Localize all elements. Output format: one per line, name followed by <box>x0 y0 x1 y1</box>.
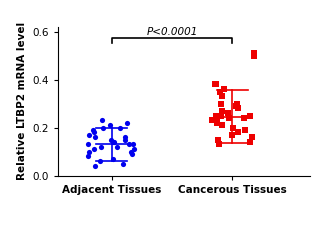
Point <box>219 95 224 98</box>
Point <box>85 143 90 146</box>
Point <box>242 128 247 132</box>
Point <box>215 138 220 141</box>
Point <box>220 109 225 113</box>
Point <box>212 83 218 86</box>
Point <box>110 140 115 144</box>
Point <box>215 116 220 120</box>
Point <box>248 114 253 117</box>
Point <box>124 121 130 125</box>
Point <box>129 150 134 153</box>
Point <box>131 147 136 151</box>
Point <box>236 107 241 110</box>
Text: P<0.0001: P<0.0001 <box>146 27 198 37</box>
Point <box>218 90 223 93</box>
Point <box>86 155 91 158</box>
Point <box>220 123 225 127</box>
Point <box>252 54 257 58</box>
Point <box>112 140 117 144</box>
Point <box>233 104 238 108</box>
Point <box>216 143 221 146</box>
Point <box>241 116 246 120</box>
Point <box>214 121 220 125</box>
Point <box>93 135 98 139</box>
Point <box>122 138 127 141</box>
Point <box>230 126 236 129</box>
Point <box>227 116 232 120</box>
Point <box>100 126 105 129</box>
Point <box>122 135 127 139</box>
Point <box>131 143 136 146</box>
Point <box>92 130 97 134</box>
Point <box>129 152 134 156</box>
Point <box>99 119 104 122</box>
Point <box>126 143 131 146</box>
Point <box>117 126 123 129</box>
Y-axis label: Relative LTBP2 mRNA level: Relative LTBP2 mRNA level <box>17 22 27 180</box>
Point <box>99 145 104 148</box>
Point <box>229 133 234 137</box>
Point <box>87 150 92 153</box>
Point <box>247 140 252 144</box>
Point <box>235 130 240 134</box>
Point <box>91 128 96 132</box>
Point <box>86 133 91 137</box>
Point <box>114 145 119 148</box>
Point <box>252 52 257 55</box>
Point <box>213 83 219 86</box>
Point <box>213 114 218 117</box>
Point <box>209 119 214 122</box>
Point <box>226 111 231 115</box>
Point <box>108 123 113 127</box>
Point <box>221 88 227 91</box>
Point <box>92 164 98 168</box>
Point <box>111 157 116 160</box>
Point <box>121 162 126 165</box>
Point <box>218 102 223 106</box>
Point <box>250 135 255 139</box>
Point <box>219 114 224 117</box>
Point <box>92 147 97 151</box>
Point <box>98 159 103 163</box>
Point <box>235 102 240 106</box>
Point <box>108 138 114 141</box>
